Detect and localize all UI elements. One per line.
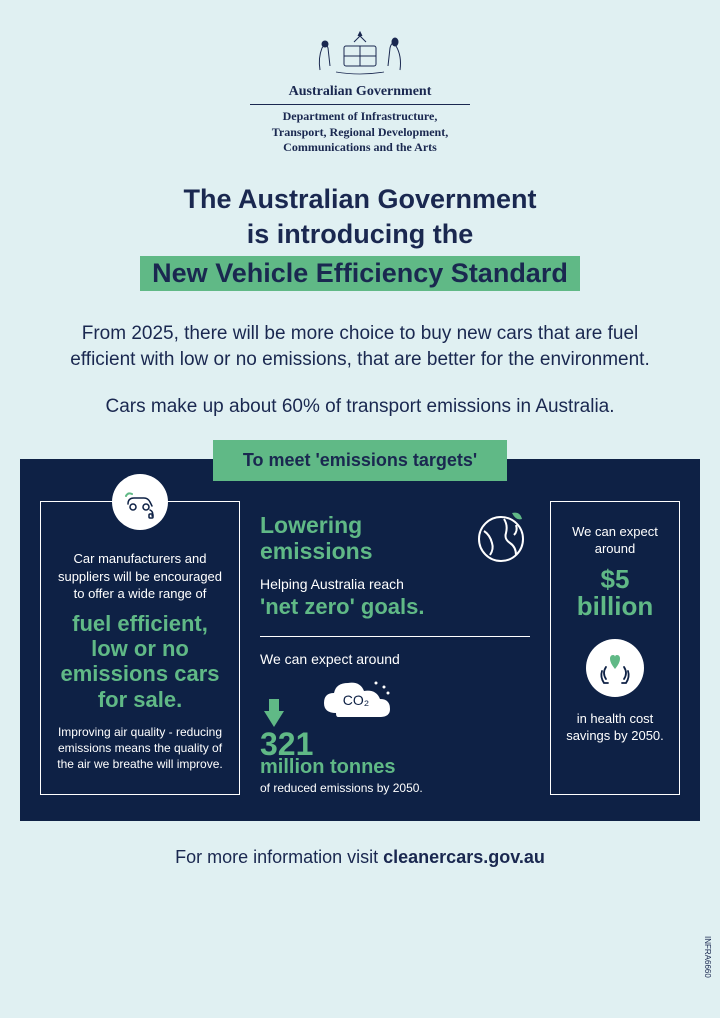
header: Australian Government Department of Infr… xyxy=(0,0,720,156)
emissions-badge: To meet 'emissions targets' xyxy=(213,440,507,481)
car-plug-icon xyxy=(112,474,168,530)
stat-line: Cars make up about 60% of transport emis… xyxy=(40,396,680,418)
col2-sub: Helping Australia reach xyxy=(260,576,530,592)
col2-expect: We can expect around xyxy=(260,651,530,667)
column-manufacturers: Car manufacturers and suppliers will be … xyxy=(40,501,240,795)
col3-amount: $5 billion xyxy=(561,566,669,621)
col1-top-text: Car manufacturers and suppliers will be … xyxy=(57,550,223,603)
headline-line1: The Australian Government xyxy=(0,182,720,217)
intro-text: From 2025, there will be more choice to … xyxy=(60,321,660,372)
reference-code: INFRA6660 xyxy=(703,936,712,978)
col1-bottom-text: Improving air quality - reducing emissio… xyxy=(57,724,223,773)
col2-million-tonnes: million tonnes xyxy=(260,757,530,777)
col2-goal: 'net zero' goals. xyxy=(260,594,530,620)
col3-top: We can expect around xyxy=(561,524,669,558)
dept-name: Department of Infrastructure, Transport,… xyxy=(0,109,720,156)
svg-text:CO₂: CO₂ xyxy=(343,692,369,708)
headline: The Australian Government is introducing… xyxy=(0,182,720,291)
footer: For more information visit cleanercars.g… xyxy=(0,847,720,868)
footer-text: For more information visit xyxy=(175,847,383,867)
badge-wrap: To meet 'emissions targets' xyxy=(0,440,720,481)
dark-panel: Car manufacturers and suppliers will be … xyxy=(20,459,700,821)
footer-url: cleanercars.gov.au xyxy=(383,847,545,867)
col2-title: Lowering emissions xyxy=(260,513,460,564)
col2-divider xyxy=(260,636,530,637)
coat-of-arms-icon xyxy=(0,28,720,78)
headline-line2: is introducing the xyxy=(0,217,720,252)
col3-bottom: in health cost savings by 2050. xyxy=(561,711,669,745)
headline-highlight: New Vehicle Efficiency Standard xyxy=(140,256,580,291)
column-emissions: Lowering emissions Helping Australia rea… xyxy=(254,501,536,795)
gov-name: Australian Government xyxy=(0,84,720,100)
divider xyxy=(250,104,470,105)
col1-big-text: fuel efficient, low or no emissions cars… xyxy=(57,611,223,712)
col2-end-text: of reduced emissions by 2050. xyxy=(260,781,530,795)
globe-leaf-icon xyxy=(472,507,530,570)
column-health-savings: We can expect around $5 billion in healt… xyxy=(550,501,680,795)
co2-cloud-icon: CO₂ xyxy=(318,673,396,730)
arrow-down-icon xyxy=(260,687,284,727)
hands-heart-icon xyxy=(586,639,644,697)
col2-number: 321 xyxy=(260,730,530,759)
